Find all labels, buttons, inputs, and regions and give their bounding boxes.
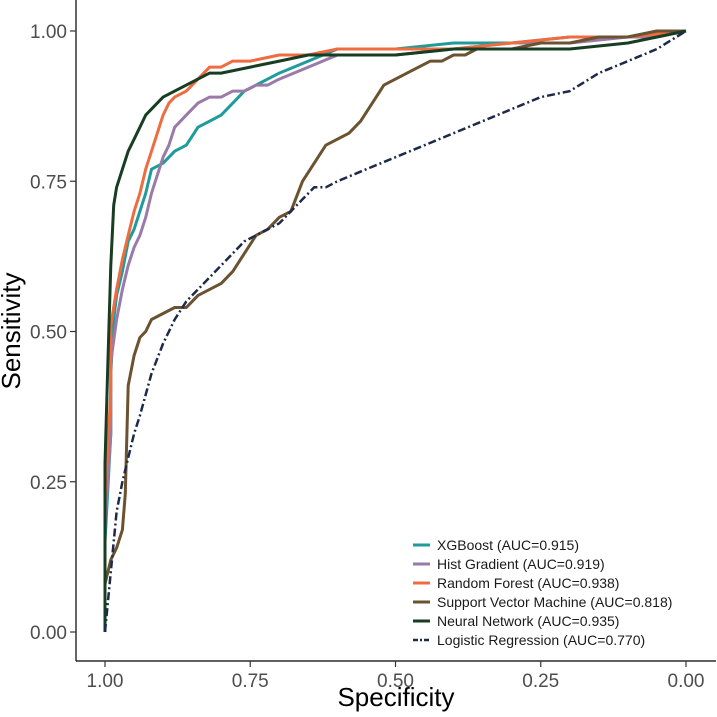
- x-tick-label: 0.25: [522, 671, 559, 692]
- y-tick-label: 0.50: [30, 323, 67, 344]
- roc-curve-xgboost: [103, 29, 686, 632]
- y-tick-label: 0.00: [30, 623, 67, 644]
- y-tick-label: 1.00: [30, 22, 67, 43]
- legend-label: Hist Gradient (AUC=0.919): [437, 556, 605, 572]
- y-axis-ticks: 0.00 0.25 0.50 0.75 1.00: [30, 22, 76, 644]
- x-tick-label: 0.00: [668, 671, 705, 692]
- roc-curve-support-vector-machine: [103, 29, 686, 632]
- roc-curve-neural-network: [103, 29, 687, 632]
- y-tick-label: 0.25: [30, 473, 67, 494]
- legend-label: XGBoost (AUC=0.915): [437, 537, 579, 553]
- legend-label: Logistic Regression (AUC=0.770): [437, 632, 645, 648]
- legend: XGBoost (AUC=0.915) Hist Gradient (AUC=0.…: [413, 537, 672, 648]
- roc-curve-hist-gradient: [103, 29, 687, 632]
- x-axis-ticks: 1.00 0.75 0.50 0.25 0.00: [87, 661, 705, 692]
- legend-label: Neural Network (AUC=0.935): [437, 613, 619, 629]
- legend-label: Random Forest (AUC=0.938): [437, 575, 619, 591]
- x-tick-label: 1.00: [87, 671, 124, 692]
- roc-curves: [103, 29, 687, 633]
- y-axis-title: Sensitivity: [0, 272, 26, 389]
- x-axis-title: Specificity: [337, 682, 454, 712]
- roc-curve-logistic-regression: [103, 29, 687, 633]
- x-tick-label: 0.50: [377, 671, 414, 692]
- x-tick-label: 0.75: [232, 671, 269, 692]
- y-tick-label: 0.75: [30, 172, 67, 193]
- legend-label: Support Vector Machine (AUC=0.818): [437, 594, 672, 610]
- roc-curve-random-forest: [103, 29, 687, 632]
